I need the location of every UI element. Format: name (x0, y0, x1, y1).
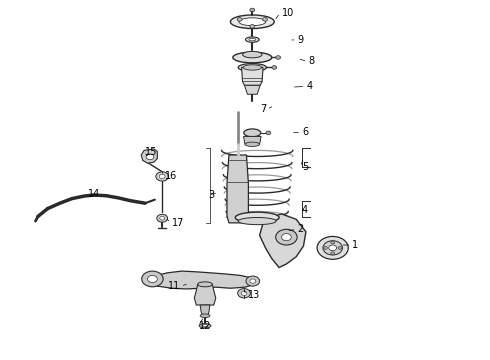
Circle shape (142, 271, 163, 287)
Circle shape (250, 8, 255, 12)
Ellipse shape (238, 64, 267, 71)
Text: 5: 5 (302, 162, 308, 172)
Polygon shape (195, 284, 216, 305)
Ellipse shape (239, 18, 266, 26)
Polygon shape (244, 136, 261, 144)
Polygon shape (242, 67, 263, 85)
Polygon shape (245, 85, 260, 94)
Text: 7: 7 (261, 104, 267, 114)
Circle shape (146, 154, 154, 159)
Text: 13: 13 (248, 290, 260, 300)
Polygon shape (260, 214, 306, 267)
Circle shape (338, 247, 342, 249)
Text: 4: 4 (302, 205, 308, 215)
Text: 16: 16 (165, 171, 177, 181)
Text: 17: 17 (172, 218, 184, 228)
Ellipse shape (230, 15, 274, 28)
Ellipse shape (200, 314, 210, 318)
Polygon shape (150, 271, 255, 289)
Ellipse shape (243, 65, 262, 70)
Text: 3: 3 (208, 190, 215, 200)
Polygon shape (227, 155, 248, 223)
Text: 10: 10 (282, 8, 294, 18)
Text: 4: 4 (306, 81, 313, 91)
Text: 6: 6 (302, 127, 308, 138)
Circle shape (276, 56, 281, 59)
Circle shape (156, 172, 169, 181)
Circle shape (323, 241, 343, 255)
Ellipse shape (199, 324, 211, 328)
Polygon shape (200, 305, 210, 316)
Circle shape (323, 247, 327, 249)
Text: 8: 8 (308, 57, 315, 66)
Circle shape (272, 66, 277, 69)
Text: 12: 12 (199, 321, 212, 332)
Text: 2: 2 (297, 224, 304, 234)
Circle shape (160, 216, 165, 220)
Circle shape (157, 214, 168, 222)
Ellipse shape (243, 51, 262, 58)
Circle shape (331, 252, 335, 255)
Ellipse shape (202, 325, 207, 327)
Ellipse shape (245, 37, 259, 42)
Ellipse shape (235, 212, 279, 223)
Circle shape (263, 18, 268, 21)
Polygon shape (141, 149, 157, 163)
Circle shape (159, 174, 165, 179)
Text: 15: 15 (145, 147, 157, 157)
Circle shape (329, 245, 337, 251)
Ellipse shape (238, 217, 276, 225)
Ellipse shape (249, 39, 256, 41)
Text: 9: 9 (297, 35, 304, 45)
Text: 11: 11 (169, 281, 181, 291)
Ellipse shape (244, 129, 261, 137)
Circle shape (282, 234, 291, 241)
Text: 1: 1 (352, 240, 358, 250)
Ellipse shape (233, 52, 272, 63)
Circle shape (246, 276, 260, 286)
Text: 14: 14 (88, 189, 100, 199)
Ellipse shape (245, 142, 260, 147)
Circle shape (331, 241, 335, 244)
Circle shape (147, 275, 157, 283)
Circle shape (250, 24, 255, 28)
Circle shape (317, 237, 348, 259)
Circle shape (237, 18, 242, 21)
Circle shape (241, 291, 247, 296)
Ellipse shape (198, 282, 212, 287)
Circle shape (266, 131, 271, 135)
Circle shape (238, 289, 250, 298)
Circle shape (250, 279, 256, 283)
Circle shape (276, 229, 297, 245)
